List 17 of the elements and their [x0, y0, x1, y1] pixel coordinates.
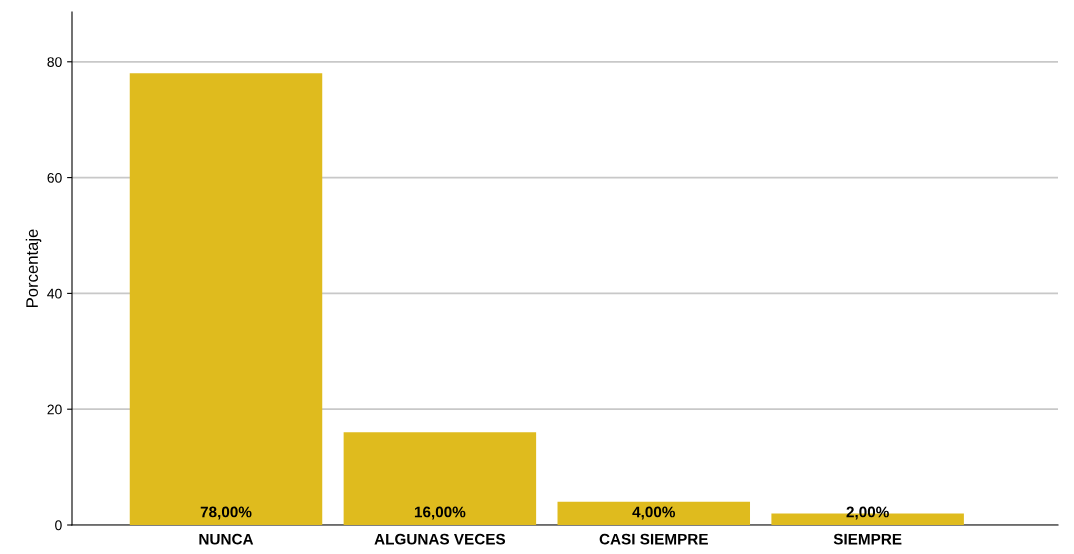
data-label: 16,00% — [414, 506, 466, 520]
data-label: 78,00% — [200, 506, 252, 520]
y-axis-title: Porcentaje — [25, 229, 42, 307]
y-tick-label: 20 — [47, 404, 62, 415]
bar — [129, 73, 323, 525]
x-tick-label: ALGUNAS VECES — [374, 533, 506, 545]
bar — [557, 501, 751, 525]
data-label: 4,00% — [632, 506, 676, 520]
y-tick-label: 60 — [47, 172, 62, 183]
bar — [343, 432, 537, 525]
x-tick-label: CASI SIEMPRE — [599, 533, 708, 545]
y-tick-label: 0 — [55, 520, 62, 531]
data-label: 2,00% — [846, 506, 889, 520]
x-tick-label: SIEMPRE — [833, 533, 902, 545]
y-tick-label: 40 — [47, 288, 62, 299]
x-tick-label: NUNCA — [199, 533, 254, 545]
y-tick-label: 80 — [47, 57, 62, 67]
